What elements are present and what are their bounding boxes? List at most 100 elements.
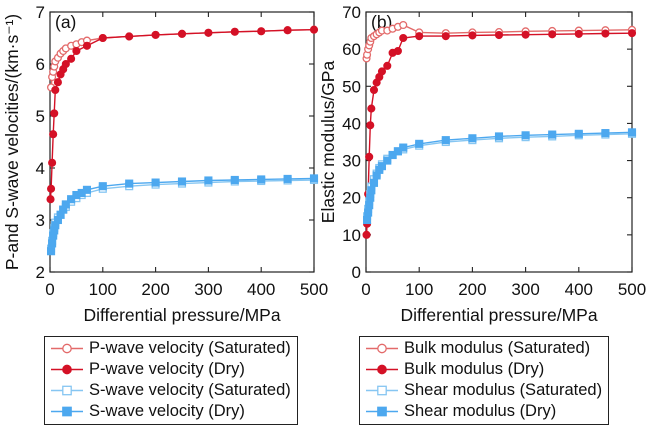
- data-point: [494, 132, 504, 141]
- legend-label: Shear modulus (Dry): [404, 402, 557, 420]
- legend-label: Bulk modulus (Saturated): [404, 339, 591, 357]
- legend-swatch-marker: [62, 385, 72, 396]
- series-shear-modulus-dry: [363, 128, 637, 225]
- data-point: [377, 162, 387, 171]
- data-point: [82, 41, 92, 50]
- legend-item: P-wave velocity (Dry): [49, 359, 291, 380]
- data-point: [415, 139, 424, 148]
- x-tick-label: 100: [89, 280, 117, 299]
- data-point: [125, 179, 134, 188]
- y-tick-label: 0: [352, 263, 361, 282]
- plot-frame: [365, 11, 633, 273]
- data-point: [47, 247, 56, 256]
- data-point: [383, 156, 392, 165]
- legend-swatch: [51, 343, 83, 354]
- legend-swatch: [51, 406, 83, 417]
- legend-swatch-marker: [62, 406, 72, 417]
- data-point: [369, 178, 379, 187]
- legend-panel-a: P-wave velocity (Saturated) P-wave veloci…: [44, 336, 298, 425]
- data-point: [257, 27, 266, 36]
- data-point: [72, 46, 81, 56]
- data-point: [46, 195, 55, 204]
- data-point: [61, 59, 70, 69]
- y-tick-label: 20: [342, 189, 361, 208]
- data-point: [67, 195, 76, 204]
- data-point: [399, 143, 408, 152]
- legend-swatch-marker: [62, 364, 72, 375]
- data-point: [61, 200, 70, 209]
- x-axis-label: Differential pressure/MPa: [83, 305, 280, 325]
- legend-swatch-marker: [377, 406, 387, 417]
- data-point: [601, 129, 610, 138]
- data-point: [548, 130, 557, 139]
- x-tick-label: 400: [565, 280, 593, 299]
- chart-panel-b: 0 100 200 300 400 500 0 10 20 30 40 50 60 70 Different…: [318, 3, 646, 325]
- data-point: [441, 32, 450, 41]
- data-point: [309, 174, 319, 183]
- data-point: [521, 131, 530, 140]
- x-tick-label: 200: [458, 280, 486, 299]
- legend-swatch-marker: [377, 364, 387, 375]
- x-tick-label: 500: [300, 280, 328, 299]
- data-point: [377, 67, 387, 76]
- data-point: [53, 78, 62, 87]
- data-point: [627, 29, 637, 38]
- y-tick-label: 7: [36, 3, 45, 22]
- series-p-wave-velocity-dry: [46, 25, 319, 204]
- data-point: [204, 28, 213, 37]
- legend-item: S-wave velocity (Dry): [49, 401, 291, 422]
- chart-panel-a: 0 100 200 300 400 500 2 3 4 5 6 7 Differential press…: [2, 3, 328, 325]
- data-point: [365, 201, 374, 210]
- data-point: [309, 25, 319, 34]
- data-point: [548, 30, 557, 39]
- legend-item: Shear modulus (Dry): [364, 401, 602, 422]
- data-point: [367, 186, 376, 195]
- legend-item: Shear modulus (Saturated): [364, 380, 602, 401]
- data-point: [366, 193, 375, 202]
- y-axis-label: P-and S-wave velocities/(km·s⁻¹): [2, 14, 22, 270]
- data-point: [48, 158, 57, 167]
- y-axis-label: Elastic modulus/GPa: [318, 61, 338, 224]
- legend-swatch: [366, 343, 398, 354]
- data-point: [47, 184, 56, 193]
- data-point: [468, 31, 477, 40]
- legend-swatch: [51, 364, 83, 375]
- data-point: [257, 175, 266, 184]
- data-point: [125, 32, 134, 41]
- data-point: [98, 182, 107, 191]
- data-point: [399, 20, 408, 30]
- x-tick-label: 500: [618, 280, 646, 299]
- series-line: [49, 29, 315, 200]
- legend-swatch: [366, 364, 398, 375]
- y-tick-label: 70: [342, 3, 361, 22]
- data-point: [363, 215, 372, 225]
- data-point: [151, 178, 160, 187]
- data-point: [366, 121, 375, 130]
- data-point: [204, 176, 213, 185]
- legend-swatch: [366, 385, 398, 396]
- legend-item: Bulk modulus (Saturated): [364, 338, 602, 359]
- data-point: [177, 29, 187, 38]
- data-point: [365, 152, 374, 161]
- data-point: [362, 230, 371, 239]
- y-tick-label: 5: [36, 107, 45, 126]
- data-point: [399, 33, 408, 43]
- x-axis-label: Differential pressure/MPa: [400, 305, 597, 325]
- series-line: [50, 29, 315, 88]
- y-tick-label: 10: [342, 226, 361, 245]
- data-point: [98, 33, 107, 43]
- y-tick-label: 60: [342, 40, 361, 59]
- data-point: [50, 109, 59, 118]
- y-tick-label: 40: [342, 114, 361, 133]
- y-tick-label: 4: [36, 159, 45, 178]
- x-tick-label: 200: [141, 280, 169, 299]
- x-tick-label: 300: [511, 280, 539, 299]
- x-tick-label: 100: [405, 280, 433, 299]
- legend-label: P-wave velocity (Saturated): [89, 339, 291, 357]
- x-tick-label: 0: [361, 280, 370, 299]
- legend-swatch: [51, 385, 83, 396]
- data-point: [601, 29, 610, 38]
- data-point: [383, 61, 392, 70]
- legend-label: S-wave velocity (Dry): [89, 402, 245, 420]
- panel-label: (a): [55, 12, 76, 32]
